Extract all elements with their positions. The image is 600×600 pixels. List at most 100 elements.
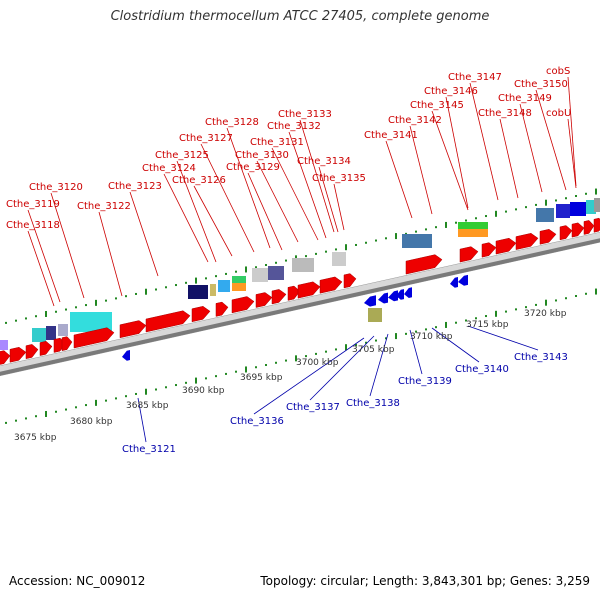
forward-gene-arrow[interactable] [61,336,73,352]
forward-gene-arrow[interactable] [559,225,573,241]
feature-block[interactable] [570,202,586,216]
gene-label[interactable]: Cthe_3123 [108,181,162,192]
feature-block[interactable] [218,280,230,292]
feature-block[interactable] [556,204,570,218]
gene-label[interactable]: Cthe_3121 [122,444,176,455]
feature-block[interactable] [292,258,314,272]
gene-label[interactable]: Cthe_3150 [514,79,568,90]
gene-label[interactable]: Cthe_3149 [498,93,552,104]
forward-gene-arrow[interactable] [73,327,115,349]
forward-gene-arrow[interactable] [515,233,539,250]
gene-label[interactable]: Cthe_3129 [226,162,280,173]
forward-gene-arrow[interactable] [191,306,211,323]
gene-label[interactable]: Cthe_3125 [155,150,209,161]
feature-block[interactable] [232,283,246,291]
gene-label[interactable]: Cthe_3132 [267,121,321,132]
gene-label[interactable]: Cthe_3140 [455,364,509,375]
gene-label[interactable]: Cthe_3127 [179,133,233,144]
forward-gene-arrow[interactable] [0,350,11,365]
gene-label[interactable]: Cthe_3138 [346,398,400,409]
gene-label[interactable]: Cthe_3128 [205,117,259,128]
gene-label[interactable]: Cthe_3136 [230,416,284,427]
gene-label[interactable]: Cthe_3143 [514,352,568,363]
reverse-gene-arrow[interactable] [388,290,398,302]
feature-block[interactable] [586,200,596,214]
gene-label[interactable]: cobS [546,66,570,77]
forward-gene-arrow[interactable] [539,229,557,245]
forward-gene-arrow[interactable] [231,296,255,314]
feature-block[interactable] [32,328,46,342]
feature-blocks[interactable] [0,198,600,350]
tick-mark [125,295,127,298]
feature-block[interactable] [458,222,488,230]
gene-label[interactable]: Cthe_3148 [478,108,532,119]
tick-mark [425,228,427,231]
forward-gene-arrow[interactable] [297,281,321,299]
feature-block[interactable] [268,266,284,280]
feature-block[interactable] [458,229,488,237]
forward-gene-arrow[interactable] [215,301,229,317]
gene-label[interactable]: Cthe_3145 [410,100,464,111]
gene-label[interactable]: Cthe_3141 [364,130,418,141]
gene-label[interactable]: Cthe_3130 [235,150,289,161]
feature-block[interactable] [368,308,382,322]
forward-gene-arrow[interactable] [9,347,27,363]
forward-gene-arrow[interactable] [287,285,301,301]
reverse-genes[interactable] [122,274,468,361]
forward-gene-arrow[interactable] [119,320,147,339]
gene-label[interactable]: Cthe_3134 [297,156,351,167]
feature-block[interactable] [594,198,600,212]
feature-block[interactable] [70,312,112,332]
forward-gene-arrow[interactable] [495,237,517,255]
upper-gene-labels[interactable]: Cthe_3118 Cthe_3119 Cthe_3120 Cthe_3122 Cthe… [6,66,577,307]
feature-block[interactable] [252,268,268,282]
feature-block[interactable] [46,326,56,340]
feature-block[interactable] [58,324,68,336]
reverse-gene-arrow[interactable] [450,277,458,288]
forward-gene-arrow[interactable] [319,276,343,294]
gene-label[interactable]: Cthe_3135 [312,173,366,184]
forward-gene-arrow[interactable] [271,289,287,305]
forward-gene-arrow[interactable] [583,220,595,235]
feature-block[interactable] [332,252,346,266]
reverse-gene-arrow[interactable] [122,350,130,361]
gene-label[interactable]: Cthe_3126 [172,175,226,186]
forward-gene-arrow[interactable] [39,340,53,356]
gene-label[interactable]: Cthe_3118 [6,220,60,231]
forward-gene-arrow[interactable] [571,222,585,238]
gene-label[interactable]: Cthe_3120 [29,182,83,193]
gene-label[interactable]: Cthe_3137 [286,402,340,413]
forward-gene-arrow[interactable] [481,242,497,258]
forward-gene-arrow[interactable] [459,246,479,263]
gene-label[interactable]: Cthe_3146 [424,86,478,97]
forward-gene-arrow[interactable] [145,310,191,333]
feature-block[interactable] [536,208,554,222]
reverse-gene-arrow[interactable] [364,295,376,307]
gene-label[interactable]: Cthe_3142 [388,115,442,126]
gene-label[interactable]: cobU [546,108,571,119]
forward-gene-arrow[interactable] [593,217,600,233]
feature-block[interactable] [210,284,216,296]
feature-block[interactable] [188,285,208,299]
forward-gene-arrow[interactable] [255,292,273,308]
gene-label[interactable]: Cthe_3139 [398,376,452,387]
reverse-gene-arrow[interactable] [404,287,412,299]
forward-gene-arrow[interactable] [343,273,357,289]
gene-label[interactable]: Cthe_3147 [448,72,502,83]
forward-gene-arrow[interactable] [25,344,39,360]
reverse-gene-arrow[interactable] [458,274,468,286]
gene-label[interactable]: Cthe_3124 [142,163,196,174]
feature-block[interactable] [232,276,246,284]
reverse-gene-arrow[interactable] [378,292,388,304]
feature-block[interactable] [402,234,432,248]
forward-gene-arrow[interactable] [405,254,443,275]
forward-genes[interactable] [0,217,600,365]
gene-label[interactable]: Cthe_3119 [6,199,60,210]
gene-label[interactable]: Cthe_3133 [278,109,332,120]
gene-label[interactable]: Cthe_3122 [77,201,131,212]
feature-block[interactable] [0,340,8,350]
gene-label[interactable]: Cthe_3131 [250,137,304,148]
reverse-gene-arrow[interactable] [396,289,404,300]
